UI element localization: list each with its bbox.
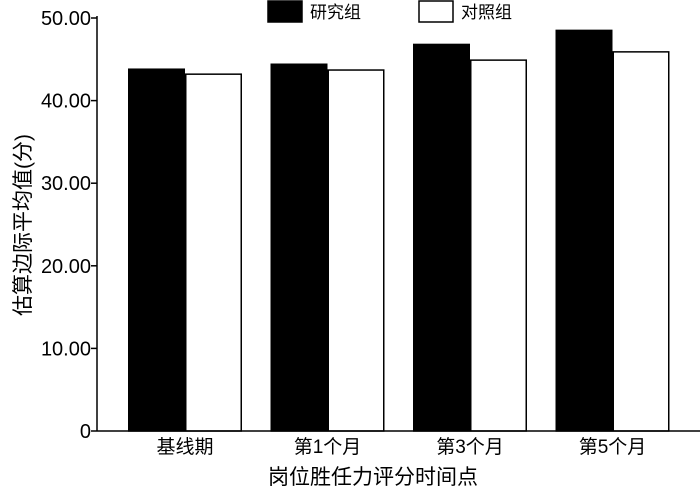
y-tick-label: 40.00 (41, 91, 91, 113)
legend-swatch (267, 0, 303, 23)
y-axis-label: 估算边际平均值(分) (12, 134, 35, 316)
x-tick-label: 第5个月 (579, 436, 647, 458)
x-tick-label: 第3个月 (436, 436, 504, 458)
legend-label: 对照组 (461, 3, 512, 22)
bar-series1-2 (413, 43, 470, 432)
y-tick-label: 20.00 (41, 256, 91, 278)
legend-label: 研究组 (310, 3, 361, 22)
y-tick-label: 0 (80, 421, 91, 443)
bar-series2-1 (327, 69, 385, 432)
x-tick-label: 第1个月 (294, 436, 362, 458)
y-tick-label: 30.00 (41, 173, 91, 195)
y-tick-label: 50.00 (41, 8, 91, 30)
bar-series2-3 (612, 51, 670, 432)
legend-swatch (418, 0, 454, 23)
bar-series1-0 (128, 68, 185, 432)
bar-series1-3 (555, 29, 613, 432)
y-tick-label: 10.00 (41, 338, 91, 360)
bar-series2-2 (470, 59, 527, 432)
bar-series1-1 (270, 63, 328, 432)
bar-series2-0 (185, 73, 242, 432)
x-axis-label: 岗位胜任力评分时间点 (268, 466, 478, 489)
x-tick-label: 基线期 (156, 436, 213, 458)
